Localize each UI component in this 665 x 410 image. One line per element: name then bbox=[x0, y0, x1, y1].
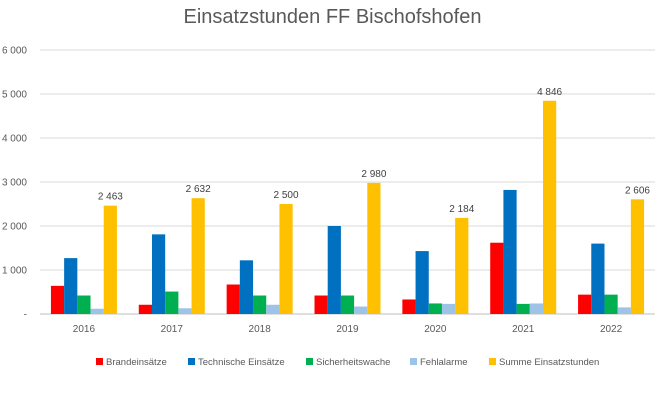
x-tick-label: 2017 bbox=[161, 324, 184, 335]
bar-0 bbox=[402, 299, 416, 314]
data-label: 4 846 bbox=[537, 87, 562, 98]
bar-2 bbox=[340, 295, 355, 314]
bar-3 bbox=[354, 306, 368, 314]
bar-0 bbox=[226, 284, 240, 314]
bar-1 bbox=[327, 226, 341, 314]
bar-2 bbox=[77, 295, 91, 314]
bar-3 bbox=[441, 303, 456, 314]
bar-3 bbox=[617, 307, 631, 314]
bar-0 bbox=[50, 285, 65, 314]
bar-3 bbox=[529, 303, 544, 314]
data-label: 2 463 bbox=[98, 192, 123, 203]
bar-4 bbox=[630, 199, 645, 314]
y-tick-label: 2 000 bbox=[2, 222, 27, 233]
bar-4 bbox=[103, 205, 117, 314]
legend-swatch bbox=[489, 358, 496, 365]
bar-4 bbox=[279, 204, 293, 314]
legend-swatch bbox=[96, 358, 103, 365]
bar-4 bbox=[191, 198, 205, 314]
legend-label: Brandeinsätze bbox=[106, 357, 167, 368]
bar-0 bbox=[314, 295, 328, 314]
bar-3 bbox=[266, 304, 280, 314]
bar-0 bbox=[578, 294, 592, 314]
bar-2 bbox=[165, 291, 179, 314]
x-tick-label: 2020 bbox=[424, 324, 447, 335]
y-tick-label: 5 000 bbox=[2, 90, 27, 101]
y-tick-label: 4 000 bbox=[2, 134, 27, 145]
data-label: 2 500 bbox=[274, 190, 299, 201]
data-label: 2 632 bbox=[186, 184, 211, 195]
bar-2 bbox=[428, 303, 442, 314]
legend-swatch bbox=[306, 358, 313, 365]
y-tick-label: 3 000 bbox=[2, 178, 27, 189]
legend-label: Fehlalarme bbox=[420, 357, 468, 368]
legend-label: Technische Einsätze bbox=[198, 357, 285, 368]
bar-1 bbox=[591, 243, 605, 314]
y-tick-label: 1 000 bbox=[2, 266, 27, 277]
x-tick-label: 2016 bbox=[73, 324, 96, 335]
x-tick-label: 2022 bbox=[600, 324, 623, 335]
data-label: 2 184 bbox=[449, 204, 474, 215]
bar-4 bbox=[455, 217, 469, 314]
data-label: 2 980 bbox=[361, 169, 386, 180]
bar-2 bbox=[604, 294, 618, 314]
bar-0 bbox=[138, 304, 152, 314]
bar-4 bbox=[367, 182, 381, 314]
bar-1 bbox=[415, 251, 429, 314]
x-tick-label: 2019 bbox=[336, 324, 359, 335]
bar-2 bbox=[516, 303, 530, 314]
x-tick-label: 2021 bbox=[512, 324, 535, 335]
bar-4 bbox=[543, 100, 557, 314]
data-label: 2 606 bbox=[625, 185, 650, 196]
legend-swatch bbox=[188, 358, 195, 365]
legend-label: Sicherheitswache bbox=[316, 357, 390, 368]
legend-swatch bbox=[410, 358, 417, 365]
y-tick-label: - bbox=[24, 310, 27, 321]
bar-1 bbox=[151, 234, 166, 314]
bar-3 bbox=[90, 308, 104, 314]
bar-0 bbox=[490, 242, 504, 314]
bar-2 bbox=[253, 295, 267, 314]
bar-3 bbox=[178, 308, 192, 314]
bar-1 bbox=[503, 189, 517, 314]
bar-1 bbox=[239, 260, 254, 314]
bar-1 bbox=[64, 258, 78, 314]
y-tick-label: 6 000 bbox=[2, 46, 27, 57]
chart-title: Einsatzstunden FF Bischofshofen bbox=[183, 6, 482, 28]
x-tick-label: 2018 bbox=[249, 324, 272, 335]
legend-label: Summe Einsatzstunden bbox=[499, 357, 599, 368]
